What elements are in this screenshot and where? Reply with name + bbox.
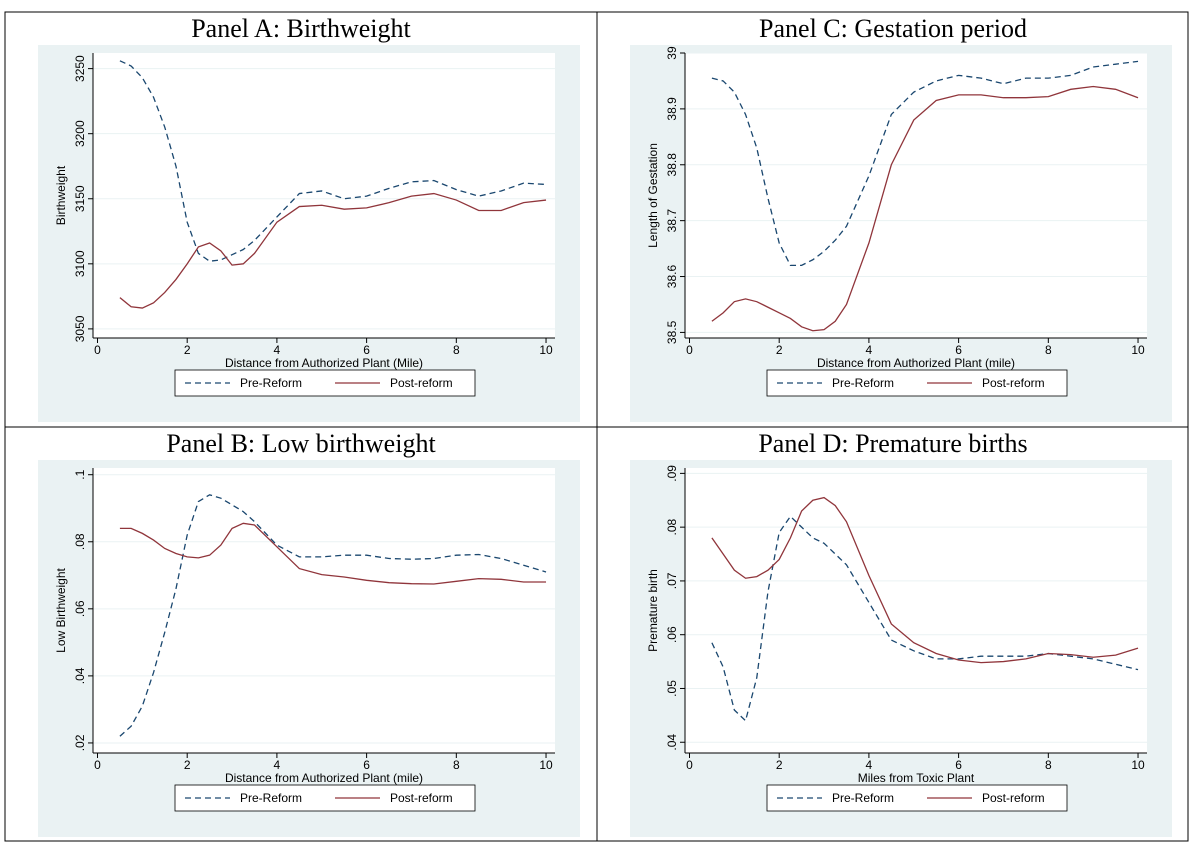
x-tick-label: 10: [1131, 758, 1145, 772]
x-tick-label: 8: [1045, 758, 1052, 772]
legend-label: Pre-Reform: [240, 791, 302, 805]
series-line: [711, 85, 1139, 332]
y-tick-label: .06: [73, 600, 87, 617]
x-tick-label: 6: [363, 758, 370, 772]
x-tick-label: 8: [453, 758, 460, 772]
y-tick-label: .06: [665, 626, 679, 643]
x-tick-label: 0: [686, 758, 693, 772]
y-tick-label: .08: [665, 518, 679, 535]
legend-label: Pre-Reform: [832, 791, 894, 805]
x-tick-label: 10: [539, 758, 553, 772]
x-tick-label: 2: [184, 343, 191, 357]
y-axis-label: Low Birthweight: [54, 567, 68, 652]
y-axis-label: Length of Gestation: [646, 143, 660, 248]
x-tick-label: 10: [1131, 343, 1145, 357]
series-line: [119, 192, 547, 309]
y-axis-label: Premature birth: [646, 569, 660, 652]
x-tick-label: 0: [686, 343, 693, 357]
x-tick-label: 4: [274, 343, 281, 357]
x-axis-label: Distance from Authorized Plant (mile): [817, 356, 1015, 370]
series-line: [119, 494, 547, 737]
y-tick-label: 39: [665, 46, 679, 60]
x-tick-label: 0: [94, 343, 101, 357]
x-tick-label: 6: [955, 758, 962, 772]
y-tick-label: .04: [73, 667, 87, 684]
panel-title: Panel B: Low birthweight: [166, 429, 436, 458]
x-tick-label: 4: [866, 758, 873, 772]
y-tick-label: 3100: [73, 250, 87, 277]
panel: Panel B: Low birthweight .02 .04 .06 .08 .1 0 2…: [38, 429, 580, 837]
y-tick-label: .04: [665, 734, 679, 751]
x-tick-label: 2: [776, 343, 783, 357]
y-tick-label: 38.7: [665, 209, 679, 233]
x-tick-label: 4: [274, 758, 281, 772]
panel-title: Panel A: Birthweight: [191, 14, 411, 43]
series-line: [711, 515, 1139, 722]
series-line: [119, 60, 547, 262]
y-tick-label: .09: [665, 465, 679, 482]
y-tick-label: .07: [665, 572, 679, 589]
panel-title: Panel C: Gestation period: [759, 14, 1027, 43]
y-tick-label: 38.9: [665, 97, 679, 121]
plot-area: [93, 53, 555, 338]
panel: Panel A: Birthweight 3050 3100 3150 3200 3250…: [38, 14, 580, 422]
legend-label: Post-reform: [982, 376, 1045, 390]
y-tick-label: 38.8: [665, 153, 679, 177]
legend-label: Post-reform: [982, 791, 1045, 805]
x-tick-label: 6: [363, 343, 370, 357]
plot-area: [685, 468, 1147, 753]
x-tick-label: 2: [776, 758, 783, 772]
x-tick-label: 2: [184, 758, 191, 772]
x-tick-label: 6: [955, 343, 962, 357]
legend-label: Post-reform: [390, 376, 453, 390]
y-tick-label: .08: [73, 533, 87, 550]
legend-label: Pre-Reform: [832, 376, 894, 390]
y-tick-label: .05: [665, 680, 679, 697]
panel-title: Panel D: Premature births: [758, 429, 1027, 458]
panel: Panel D: Premature births .04 .05 .06 .07 .08…: [630, 429, 1172, 837]
panel: Panel C: Gestation period 38.5 38.6 38.7 38.…: [630, 14, 1172, 422]
y-tick-label: .1: [73, 469, 87, 479]
x-axis-label: Distance from Authorized Plant (Mile): [225, 356, 423, 370]
x-tick-label: 4: [866, 343, 873, 357]
x-tick-label: 10: [539, 343, 553, 357]
y-tick-label: 3150: [73, 185, 87, 212]
x-axis-label: Miles from Toxic Plant: [858, 771, 975, 785]
legend-label: Post-reform: [390, 791, 453, 805]
y-axis-label: Birthweight: [54, 165, 68, 225]
x-tick-label: 8: [453, 343, 460, 357]
y-tick-label: 3200: [73, 120, 87, 147]
x-tick-label: 8: [1045, 343, 1052, 357]
y-tick-label: 3050: [73, 315, 87, 342]
y-tick-label: 38.5: [665, 320, 679, 344]
legend-label: Pre-Reform: [240, 376, 302, 390]
series-line: [119, 522, 547, 585]
x-axis-label: Distance from Authorized Plant (mile): [225, 771, 423, 785]
x-tick-label: 0: [94, 758, 101, 772]
series-line: [711, 496, 1139, 664]
y-tick-label: 3250: [73, 55, 87, 82]
y-tick-label: 38.6: [665, 265, 679, 289]
plot-area: [93, 468, 555, 753]
plot-area: [685, 53, 1147, 338]
y-tick-label: .02: [73, 734, 87, 751]
